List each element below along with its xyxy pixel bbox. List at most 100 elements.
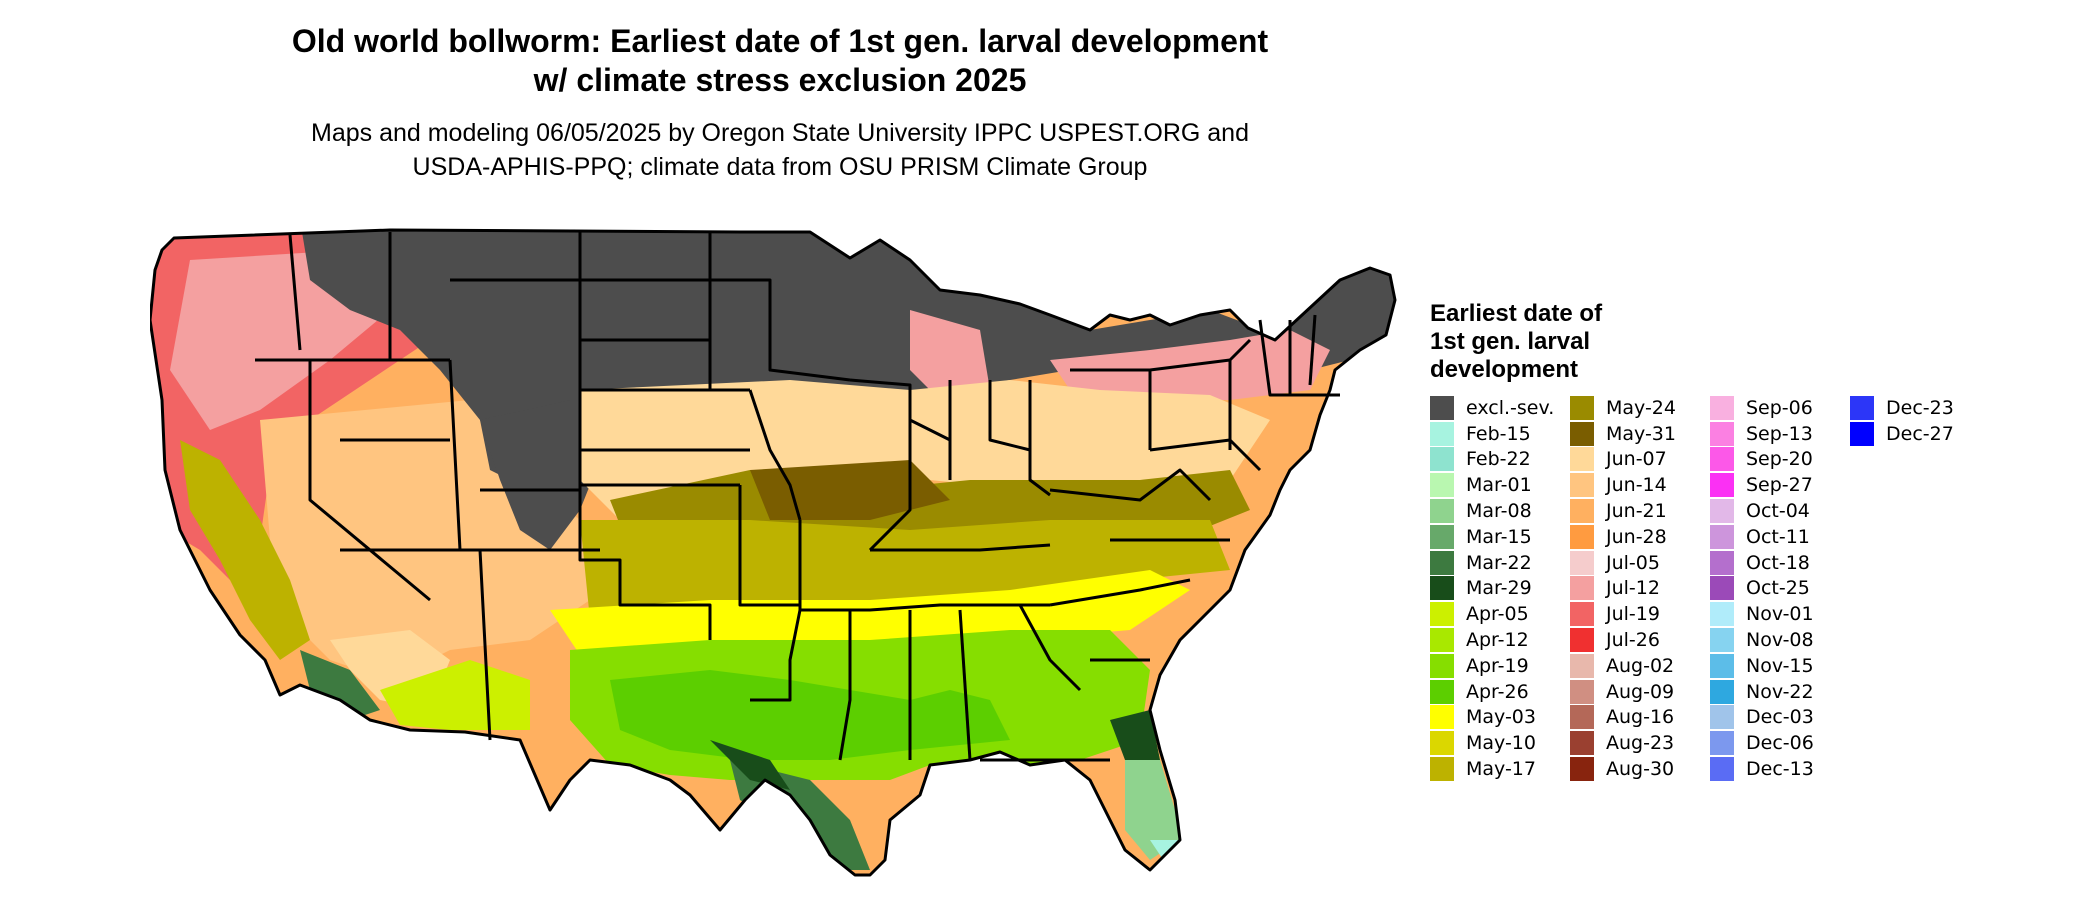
legend-item: Jul-26 xyxy=(1570,627,1710,653)
legend-label: Sep-06 xyxy=(1746,396,1813,419)
legend-swatch xyxy=(1710,550,1734,575)
legend-item: Apr-19 xyxy=(1430,653,1570,679)
legend-column: May-24 May-31 Jun-07 Jun-14 Jun-21 Jun-28 Jul-… xyxy=(1570,395,1710,782)
legend-swatch xyxy=(1570,395,1594,420)
map-title-line-2: w/ climate stress exclusion 2025 xyxy=(533,62,1027,98)
legend-columns: excl.-sev. Feb-15 Feb-22 Mar-01 Mar-08 Mar-15… xyxy=(1430,395,1990,782)
legend-label: Apr-05 xyxy=(1466,603,1529,626)
legend-swatch xyxy=(1570,550,1594,575)
legend-swatch xyxy=(1850,395,1874,420)
legend-swatch xyxy=(1710,757,1734,782)
legend-swatch xyxy=(1430,653,1454,678)
legend-swatch xyxy=(1710,576,1734,601)
legend-label: Apr-12 xyxy=(1466,629,1529,652)
legend-item: Jun-21 xyxy=(1570,498,1710,524)
legend-item: Mar-08 xyxy=(1430,498,1570,524)
legend-label: Nov-01 xyxy=(1746,603,1814,626)
legend-item: Nov-01 xyxy=(1710,601,1850,627)
legend-item: Oct-11 xyxy=(1710,524,1850,550)
legend-swatch xyxy=(1430,550,1454,575)
legend-label: Mar-22 xyxy=(1466,551,1532,574)
legend-label: Mar-08 xyxy=(1466,500,1532,523)
legend-label: Aug-16 xyxy=(1606,706,1675,729)
legend-item: Dec-06 xyxy=(1710,730,1850,756)
legend-swatch xyxy=(1430,524,1454,549)
legend-item: Feb-22 xyxy=(1430,447,1570,473)
legend-label: Oct-18 xyxy=(1746,551,1810,574)
legend-swatch xyxy=(1710,473,1734,498)
legend-item: May-17 xyxy=(1430,756,1570,782)
legend-item: Nov-22 xyxy=(1710,679,1850,705)
legend-item: Jul-19 xyxy=(1570,601,1710,627)
map-subtitle-line-2: USDA-APHIS-PPQ; climate data from OSU PR… xyxy=(412,153,1148,181)
legend-swatch xyxy=(1570,679,1594,704)
legend-label: Sep-13 xyxy=(1746,422,1813,445)
legend-swatch xyxy=(1570,628,1594,653)
map-subtitle-line-1: Maps and modeling 06/05/2025 by Oregon S… xyxy=(311,119,1249,147)
legend-item: Jun-07 xyxy=(1570,447,1710,473)
legend-item: Dec-27 xyxy=(1850,421,1990,447)
legend-item: Jul-12 xyxy=(1570,576,1710,602)
legend-label: May-17 xyxy=(1466,758,1536,781)
legend-label: Feb-22 xyxy=(1466,448,1531,471)
map-subtitle: Maps and modeling 06/05/2025 by Oregon S… xyxy=(160,116,1400,184)
legend-label: Mar-29 xyxy=(1466,577,1532,600)
legend-column: Dec-23 Dec-27 xyxy=(1850,395,1990,782)
legend-label: Mar-15 xyxy=(1466,525,1532,548)
legend-swatch xyxy=(1570,421,1594,446)
legend-label: Jul-05 xyxy=(1606,551,1660,574)
map-legend: Earliest date of 1st gen. larval develop… xyxy=(1430,300,1990,782)
legend-item: Aug-16 xyxy=(1570,705,1710,731)
legend-label: Sep-20 xyxy=(1746,448,1813,471)
legend-swatch xyxy=(1430,731,1454,756)
legend-label: Jul-12 xyxy=(1606,577,1660,600)
legend-label: Jul-19 xyxy=(1606,603,1660,626)
legend-item: Aug-09 xyxy=(1570,679,1710,705)
legend-label: Apr-26 xyxy=(1466,680,1529,703)
legend-item: Sep-27 xyxy=(1710,472,1850,498)
legend-swatch xyxy=(1710,499,1734,524)
legend-item: May-31 xyxy=(1570,421,1710,447)
legend-item: Sep-13 xyxy=(1710,421,1850,447)
legend-swatch xyxy=(1710,679,1734,704)
legend-label: Sep-27 xyxy=(1746,474,1813,497)
legend-label: Aug-02 xyxy=(1606,654,1675,677)
legend-item: Mar-15 xyxy=(1430,524,1570,550)
legend-swatch xyxy=(1710,447,1734,472)
legend-swatch xyxy=(1430,576,1454,601)
legend-item: Dec-23 xyxy=(1850,395,1990,421)
map-title-line-1: Old world bollworm: Earliest date of 1st… xyxy=(291,23,1269,59)
legend-label: Apr-19 xyxy=(1466,654,1529,677)
map-header: Old world bollworm: Earliest date of 1st… xyxy=(160,22,1400,184)
legend-item: Apr-12 xyxy=(1430,627,1570,653)
legend-swatch xyxy=(1570,473,1594,498)
legend-label: Feb-15 xyxy=(1466,422,1531,445)
legend-swatch xyxy=(1430,602,1454,627)
legend-label: May-10 xyxy=(1466,732,1536,755)
legend-item: May-10 xyxy=(1430,730,1570,756)
legend-swatch xyxy=(1570,447,1594,472)
legend-label: Mar-01 xyxy=(1466,474,1532,497)
legend-label: Jun-14 xyxy=(1606,474,1667,497)
legend-label: Jul-26 xyxy=(1606,629,1660,652)
legend-item: Dec-13 xyxy=(1710,756,1850,782)
legend-swatch xyxy=(1430,757,1454,782)
legend-item: Nov-08 xyxy=(1710,627,1850,653)
legend-swatch xyxy=(1570,576,1594,601)
legend-column: Sep-06 Sep-13 Sep-20 Sep-27 Oct-04 Oct-11 Oct-… xyxy=(1710,395,1850,782)
legend-label: Aug-30 xyxy=(1606,758,1675,781)
legend-swatch xyxy=(1850,421,1874,446)
legend-label: May-24 xyxy=(1606,396,1676,419)
legend-swatch xyxy=(1570,524,1594,549)
legend-item: Oct-04 xyxy=(1710,498,1850,524)
legend-column: excl.-sev. Feb-15 Feb-22 Mar-01 Mar-08 Mar-15… xyxy=(1430,395,1570,782)
legend-item: Apr-26 xyxy=(1430,679,1570,705)
legend-item: Mar-01 xyxy=(1430,472,1570,498)
legend-label: Oct-11 xyxy=(1746,525,1810,548)
legend-item: Nov-15 xyxy=(1710,653,1850,679)
legend-item: Aug-23 xyxy=(1570,730,1710,756)
legend-swatch xyxy=(1710,395,1734,420)
legend-swatch xyxy=(1710,731,1734,756)
legend-label: Aug-23 xyxy=(1606,732,1675,755)
legend-item: Oct-18 xyxy=(1710,550,1850,576)
